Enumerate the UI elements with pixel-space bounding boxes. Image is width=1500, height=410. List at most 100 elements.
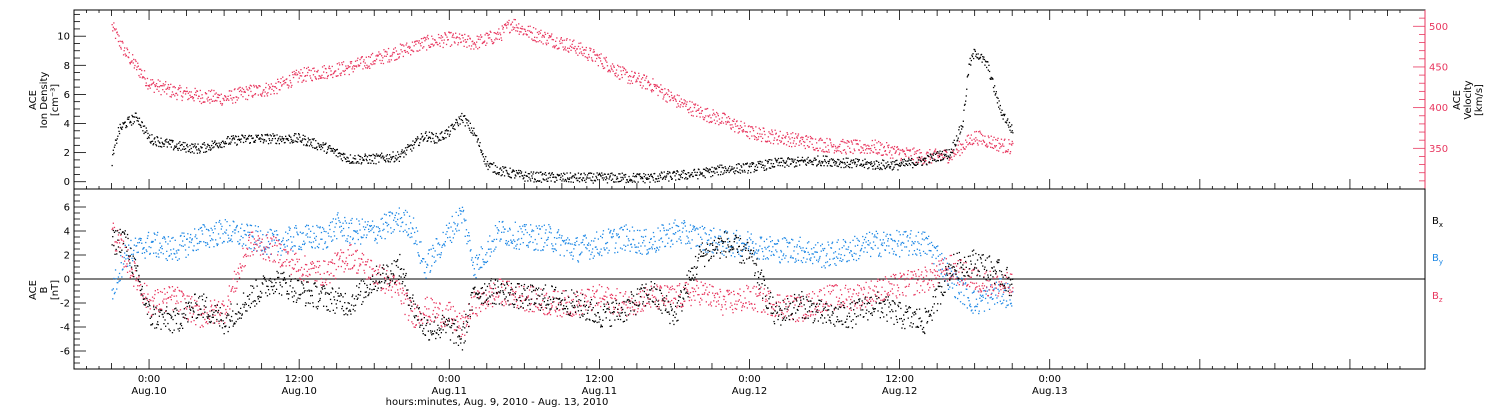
density-series-point (862, 164, 864, 167)
density-series-point (236, 144, 238, 146)
velocity-series-point (955, 148, 958, 150)
velocity-series-point (947, 162, 950, 164)
by-series-point (561, 235, 563, 237)
density-series-point (182, 148, 184, 150)
by-series-point (353, 230, 356, 232)
density-series-point (218, 142, 220, 144)
density-series-point (667, 170, 669, 173)
velocity-series-point (195, 94, 197, 96)
by-series-point (237, 231, 240, 233)
density-series-point (307, 141, 309, 143)
by-series-point (838, 253, 840, 255)
density-series-point (768, 159, 770, 161)
velocity-series-point (216, 100, 218, 102)
by-series-point (140, 238, 142, 240)
by-series-point (285, 251, 287, 253)
velocity-series-point (424, 37, 427, 39)
velocity-series-point (459, 38, 461, 40)
density-series-point (457, 123, 459, 125)
density-series-point (661, 178, 664, 180)
velocity-series-point (663, 94, 665, 96)
density-series-point (400, 153, 402, 155)
velocity-series-point (298, 71, 300, 73)
velocity-series-point (371, 63, 373, 66)
by-series-point (168, 255, 170, 257)
velocity-series-point (622, 69, 624, 72)
density-series-point (659, 173, 661, 175)
velocity-series-point (350, 61, 353, 63)
by-series-point (528, 242, 530, 244)
density-series-point (229, 137, 231, 140)
velocity-series-point (689, 100, 691, 103)
velocity-series-point (492, 42, 494, 45)
velocity-series-point (264, 91, 266, 93)
velocity-series-point (223, 98, 225, 100)
velocity-series-point (739, 127, 741, 130)
velocity-series-point (1007, 151, 1009, 153)
by-series-point (866, 233, 868, 235)
by-series-point (313, 232, 315, 234)
density-series-point (316, 146, 318, 148)
velocity-series-point (925, 160, 927, 162)
by-series-point (406, 211, 408, 213)
by-series-point (188, 241, 191, 243)
density-series-point (926, 164, 928, 166)
by-series-point (579, 253, 581, 256)
density-series-point (240, 138, 242, 140)
velocity-series-point (295, 69, 298, 71)
by-series-point (538, 225, 540, 227)
by-series-point (845, 241, 847, 244)
density-series-point (875, 167, 877, 170)
velocity-series-point (431, 43, 433, 45)
velocity-series-point (510, 24, 512, 26)
by-series-point (828, 244, 830, 246)
by-series-point (414, 231, 416, 234)
density-series-point (220, 146, 222, 148)
by-series-point (246, 225, 249, 227)
velocity-series-point (660, 84, 662, 86)
velocity-series-point (888, 151, 891, 154)
by-series-point (573, 248, 575, 250)
density-series-point (238, 139, 241, 141)
density-series-point (611, 172, 613, 174)
velocity-series-point (147, 84, 150, 87)
density-series-point (448, 126, 450, 128)
velocity-series-point (160, 94, 162, 96)
velocity-series-point (535, 28, 537, 30)
velocity-series-point (507, 22, 510, 24)
density-series-point (124, 121, 126, 123)
density-series-point (838, 159, 840, 161)
velocity-series-point (648, 84, 651, 87)
density-series-point (888, 164, 890, 166)
by-series-point (522, 225, 524, 227)
density-series-point (254, 139, 257, 142)
by-series-point (697, 233, 700, 235)
density-series-point (259, 140, 262, 143)
by-series-point (511, 242, 514, 244)
velocity-series-point (705, 115, 707, 117)
velocity-series-point (920, 157, 922, 160)
by-series-point (451, 215, 453, 218)
density-series-point (434, 142, 436, 144)
velocity-series-point (685, 105, 687, 107)
by-series-point (606, 247, 608, 249)
velocity-series-point (405, 44, 407, 46)
by-series-point (560, 244, 562, 246)
by-series-point (653, 236, 655, 238)
by-series-point (236, 224, 238, 227)
density-series-point (498, 173, 500, 176)
by-series-point (420, 241, 422, 243)
by-series-point (286, 245, 288, 247)
velocity-series-point (721, 117, 723, 119)
velocity-series-point (863, 152, 866, 154)
by-series-point (311, 247, 313, 249)
density-series-point (957, 139, 959, 141)
density-series-point (716, 171, 718, 173)
by-series-point (282, 237, 284, 239)
by-series-point (766, 238, 768, 240)
density-series-point (200, 146, 202, 148)
by-series-point (793, 250, 795, 252)
velocity-series-point (407, 46, 409, 48)
velocity-series-point (501, 39, 503, 41)
by-series-point (701, 225, 703, 227)
